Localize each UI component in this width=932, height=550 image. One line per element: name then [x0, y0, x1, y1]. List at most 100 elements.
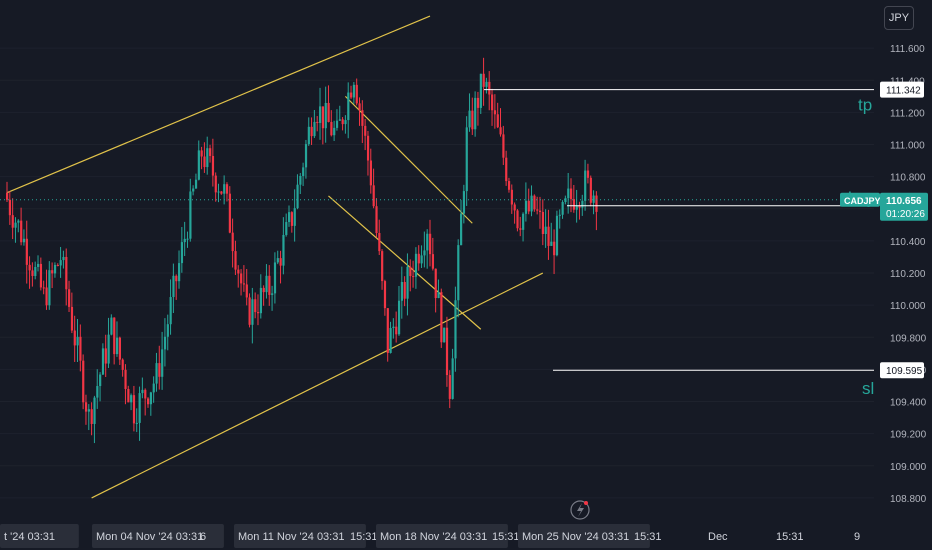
candle-body — [265, 275, 268, 293]
candle-body — [324, 102, 327, 129]
candle-body — [434, 268, 437, 299]
candle-body — [211, 155, 215, 176]
candle-body — [273, 262, 277, 294]
currency-button[interactable]: JPY — [884, 6, 914, 30]
candle-body — [570, 188, 573, 200]
candle-body — [186, 238, 189, 240]
candle-body — [254, 299, 257, 313]
candle-body — [327, 102, 330, 122]
price-tick-label: 111.000 — [890, 141, 925, 152]
candle-body — [595, 195, 598, 212]
candle-body — [51, 270, 54, 274]
candle-body — [471, 110, 474, 130]
candle-body — [152, 383, 155, 393]
candle-body — [200, 150, 203, 157]
candle-body — [457, 245, 460, 301]
candle-body — [414, 253, 418, 277]
candle-body — [589, 177, 592, 203]
candle-body — [225, 184, 229, 194]
candle-body — [87, 409, 90, 412]
candle-body — [592, 195, 595, 203]
candle-body — [11, 215, 14, 228]
candle-body — [259, 287, 262, 314]
candle-body — [144, 389, 147, 399]
candle-body — [567, 188, 570, 199]
price-tick-label: 108.800 — [890, 494, 927, 505]
candle-body — [403, 282, 406, 299]
candle-body — [141, 389, 144, 394]
time-label-bg — [92, 524, 224, 548]
candle-body — [183, 238, 186, 243]
candle-body — [68, 289, 71, 307]
candle-body — [482, 73, 485, 87]
time-label: 15:31 — [634, 531, 662, 543]
candle-body — [158, 363, 161, 377]
candle-body — [14, 222, 17, 228]
time-label: 6 — [200, 531, 206, 543]
sl-price-tag — [880, 362, 924, 379]
candle-body — [178, 263, 181, 282]
candle-body — [17, 220, 20, 223]
candle-body — [561, 202, 564, 215]
candle-body — [155, 363, 158, 384]
candle-body — [536, 209, 539, 211]
candle-body — [149, 392, 153, 405]
candle-body — [118, 337, 121, 360]
candle-body — [276, 258, 279, 263]
tp-label: tp — [858, 96, 872, 115]
candle-body — [499, 127, 502, 135]
candle-body — [395, 326, 398, 335]
candle-body — [192, 188, 195, 192]
candle-body — [166, 324, 169, 337]
price-tick-label: 109.800 — [890, 333, 927, 344]
candle-body — [553, 241, 556, 256]
candle-body — [575, 205, 578, 210]
candle-body — [175, 275, 178, 282]
candle-body — [262, 287, 265, 293]
candle-body — [333, 127, 336, 136]
time-label: Mon 18 Nov '24 03:31 — [380, 531, 487, 543]
candle-body — [386, 308, 389, 353]
lightning-icon[interactable] — [570, 500, 590, 520]
candle-body — [417, 253, 420, 264]
candle-body — [524, 200, 528, 214]
candle-body — [448, 375, 451, 399]
candle-body — [296, 184, 299, 209]
candle-body — [113, 317, 116, 355]
chart-grid — [0, 47, 874, 499]
candle-body — [519, 228, 522, 230]
candle-body — [132, 395, 136, 424]
candle-body — [180, 242, 184, 264]
price-tick-label: 110.000 — [890, 301, 926, 312]
candle-body — [223, 184, 226, 194]
time-label-bg — [0, 524, 79, 548]
candle-body — [214, 175, 217, 193]
current-price-tag — [880, 192, 928, 221]
tp-price-label: 111.342 — [886, 86, 921, 97]
candle-body — [242, 283, 246, 285]
time-label-bg — [234, 524, 366, 548]
candle-body — [445, 327, 449, 376]
candle-body — [90, 409, 93, 424]
candle-body — [127, 388, 130, 403]
candle-body — [48, 270, 51, 306]
candle-body — [135, 422, 138, 424]
candle-body — [507, 181, 511, 190]
candle-body — [451, 358, 454, 399]
candle-body — [510, 189, 513, 205]
candle-body — [555, 215, 559, 256]
candle-body — [84, 402, 88, 412]
candle-body — [115, 337, 119, 355]
candle-body — [366, 135, 370, 161]
candle-body — [299, 175, 302, 185]
candle-body — [70, 306, 74, 331]
candle-body — [479, 73, 482, 108]
candle-body — [355, 84, 358, 104]
candle-body — [530, 195, 533, 212]
candle-body — [42, 287, 45, 289]
candle-body — [493, 110, 497, 115]
channel-lower — [91, 272, 544, 499]
candle-body — [302, 167, 305, 176]
candle-body — [53, 264, 57, 274]
